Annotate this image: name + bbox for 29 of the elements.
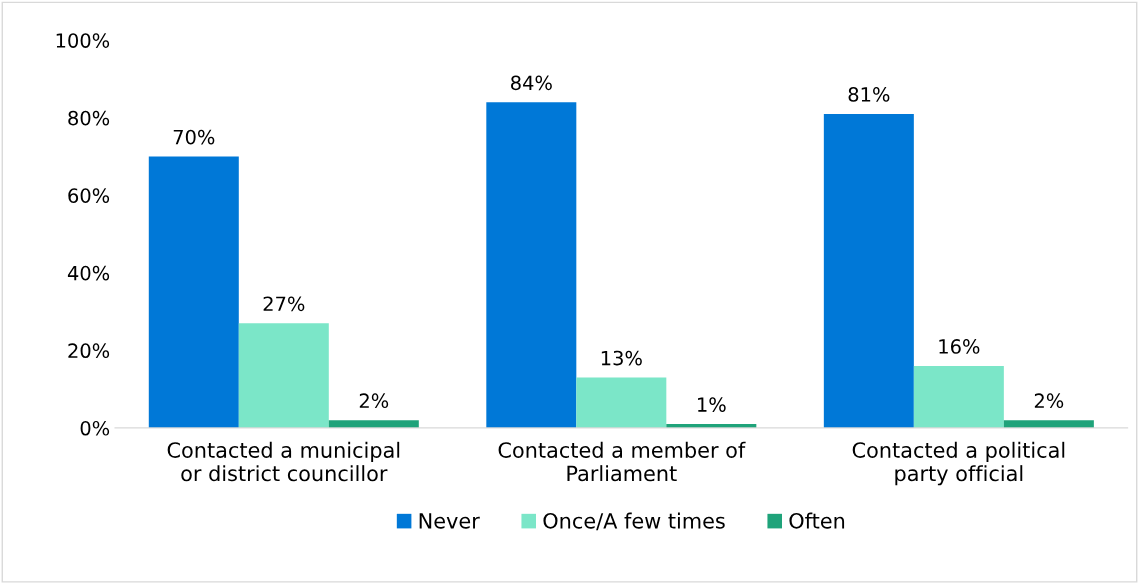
legend-label: Often (789, 512, 845, 529)
y-tick-label: 40% (67, 265, 110, 281)
data-label: 27% (263, 296, 305, 312)
legend-label: Once/A few times (543, 512, 725, 531)
y-tick-label: 0% (80, 420, 110, 436)
data-label: 2% (359, 393, 389, 409)
x-tick-label: Contacted a member of Parliament (498, 441, 746, 482)
bar (486, 102, 577, 428)
bar (576, 377, 667, 428)
y-tick-label: 80% (68, 110, 110, 126)
data-label: 16% (939, 339, 980, 354)
x-tick-label: Contacted a municipal or district councillor (167, 441, 400, 482)
bar (148, 156, 239, 428)
data-label: 70% (173, 129, 215, 145)
data-label: 1% (698, 397, 726, 412)
bar (328, 420, 419, 428)
y-tick-label: 60% (68, 188, 110, 203)
data-label: 2% (1034, 393, 1064, 409)
y-tick-label: 100% (56, 33, 110, 48)
legend-label: Never (419, 513, 480, 529)
bar (913, 365, 1004, 428)
bar (1003, 420, 1094, 428)
y-tick-label: 20% (68, 343, 110, 359)
data-label: 81% (848, 87, 890, 102)
x-tick-label: Contacted a political party official (852, 441, 1065, 486)
data-label: 84% (511, 75, 552, 91)
bar (823, 113, 914, 428)
bar (238, 323, 329, 428)
data-label: 13% (601, 350, 642, 366)
